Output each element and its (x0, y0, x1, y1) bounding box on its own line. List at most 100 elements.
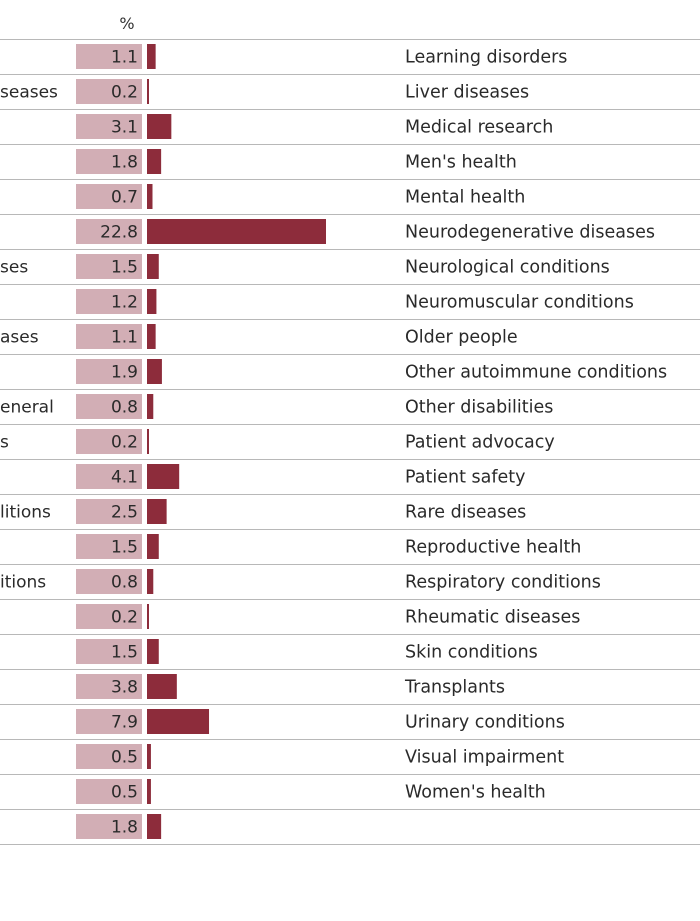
category-label: Neuromuscular conditions (405, 293, 634, 313)
value-label: 0.5 (111, 748, 138, 768)
truncated-left-label: itions (0, 573, 46, 593)
value-box (76, 674, 142, 699)
value-box (76, 534, 142, 559)
value-box (76, 394, 142, 419)
bar (147, 464, 180, 489)
value-box (76, 359, 142, 384)
truncated-left-label: litions (0, 503, 51, 523)
value-label: 0.8 (111, 398, 138, 418)
value-label: 1.9 (111, 363, 138, 383)
category-label: Learning disorders (405, 48, 567, 68)
bar (147, 289, 157, 314)
value-label: 0.7 (111, 188, 138, 208)
value-label: 1.5 (111, 538, 138, 558)
truncated-left-label: s (0, 433, 9, 453)
value-label: 4.1 (111, 468, 138, 488)
category-label: Respiratory conditions (405, 573, 601, 593)
value-box (76, 604, 142, 629)
value-box (76, 569, 142, 594)
bar (147, 709, 210, 734)
value-box (76, 499, 142, 524)
category-label: Men's health (405, 153, 517, 173)
value-box (76, 219, 142, 244)
value-box (76, 79, 142, 104)
value-label: 3.8 (111, 678, 138, 698)
value-label: 1.8 (111, 153, 138, 173)
value-box (76, 709, 142, 734)
bar (147, 359, 162, 384)
truncated-left-label: eneral (0, 398, 54, 418)
category-label: Neurological conditions (405, 258, 610, 278)
value-box (76, 779, 142, 804)
bar (147, 604, 149, 629)
bar (147, 779, 151, 804)
bar (147, 114, 172, 139)
category-label: Liver diseases (405, 83, 529, 103)
bar (147, 429, 149, 454)
value-box (76, 814, 142, 839)
category-label: Mental health (405, 188, 525, 208)
category-label: Urinary conditions (405, 713, 565, 733)
value-box (76, 639, 142, 664)
value-box (76, 324, 142, 349)
category-label: Women's health (405, 783, 546, 803)
category-label: Rheumatic diseases (405, 608, 580, 628)
category-label: Rare diseases (405, 503, 526, 523)
value-box (76, 744, 142, 769)
bar (147, 219, 326, 244)
value-label: 0.2 (111, 608, 138, 628)
value-box (76, 464, 142, 489)
value-label: 1.8 (111, 818, 138, 838)
value-box (76, 289, 142, 314)
category-label: Skin conditions (405, 643, 538, 663)
bar (147, 639, 159, 664)
category-label: Older people (405, 328, 518, 348)
category-label: Other disabilities (405, 398, 553, 418)
category-label: Transplants (404, 678, 505, 698)
value-label: 0.2 (111, 433, 138, 453)
category-label: Medical research (405, 118, 553, 138)
value-label: 1.2 (111, 293, 138, 313)
unit-header: % (119, 14, 135, 33)
bar (147, 79, 149, 104)
bar (147, 184, 153, 209)
value-label: 1.5 (111, 643, 138, 663)
category-label: Patient advocacy (405, 433, 555, 453)
value-box (76, 114, 142, 139)
bar (147, 534, 159, 559)
bar (147, 569, 154, 594)
category-label: Patient safety (405, 468, 525, 488)
category-label: Neurodegenerative diseases (405, 223, 655, 243)
bar (147, 44, 156, 69)
value-label: 22.8 (100, 223, 138, 243)
bar (147, 149, 162, 174)
value-box (76, 184, 142, 209)
bar (147, 814, 162, 839)
bar (147, 394, 154, 419)
value-label: 1.1 (111, 48, 138, 68)
category-label: Other autoimmune conditions (405, 363, 667, 383)
bar (147, 499, 167, 524)
bar (147, 254, 159, 279)
value-label: 0.8 (111, 573, 138, 593)
value-box (76, 429, 142, 454)
truncated-left-label: ses (0, 258, 28, 278)
value-label: 3.1 (111, 118, 138, 138)
value-label: 2.5 (111, 503, 138, 523)
bar (147, 744, 151, 769)
truncated-left-label: seases (0, 83, 58, 103)
category-label: Visual impairment (405, 748, 564, 768)
bar (147, 674, 177, 699)
value-label: 0.5 (111, 783, 138, 803)
truncated-left-label: ases (0, 328, 39, 348)
value-label: 0.2 (111, 83, 138, 103)
value-box (76, 254, 142, 279)
value-label: 7.9 (111, 713, 138, 733)
value-label: 1.1 (111, 328, 138, 348)
value-box (76, 44, 142, 69)
bar (147, 324, 156, 349)
value-box (76, 149, 142, 174)
category-label: Reproductive health (405, 538, 581, 558)
value-label: 1.5 (111, 258, 138, 278)
